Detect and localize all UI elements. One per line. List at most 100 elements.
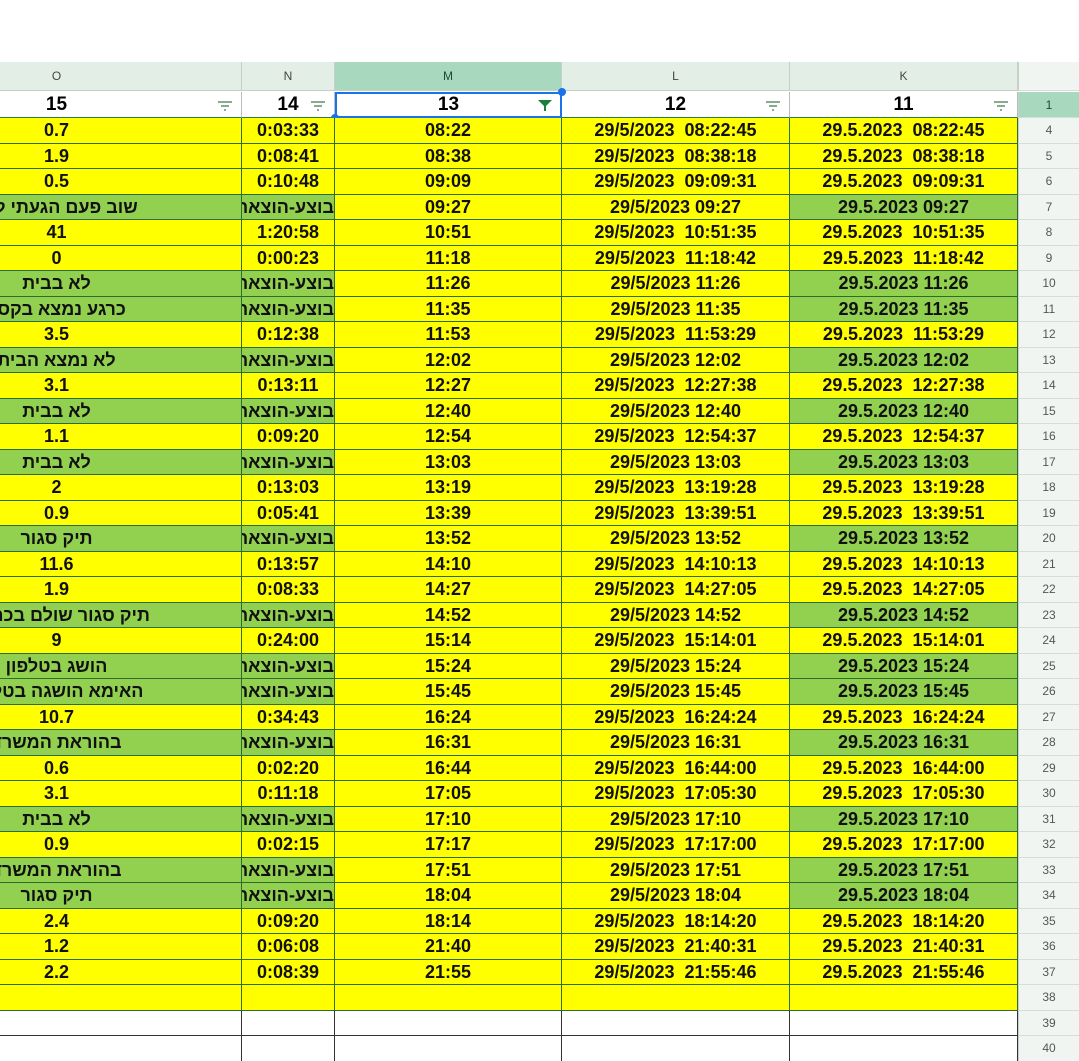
- cell[interactable]: 15:24: [335, 653, 562, 679]
- cell[interactable]: 29.5.2023 15:24: [790, 653, 1018, 679]
- cell[interactable]: בוצע-הוצאה: [242, 296, 335, 322]
- cell[interactable]: 29.5.2023 11:18:42: [790, 245, 1018, 271]
- cell[interactable]: 41: [0, 220, 242, 246]
- row-number[interactable]: 25: [1018, 653, 1079, 679]
- row-number[interactable]: 29: [1018, 755, 1079, 781]
- selection-handle[interactable]: [558, 88, 566, 96]
- cell[interactable]: 29/5/2023 13:03: [562, 449, 790, 475]
- column-header[interactable]: M: [335, 62, 562, 91]
- cell[interactable]: 29.5.2023 17:51: [790, 857, 1018, 883]
- cell[interactable]: 1:20:58: [242, 220, 335, 246]
- cell[interactable]: 15:45: [335, 679, 562, 705]
- cell[interactable]: בוצע-הוצאה: [242, 730, 335, 756]
- filter-icon[interactable]: [992, 98, 1010, 112]
- row-number[interactable]: 32: [1018, 832, 1079, 858]
- column-header[interactable]: K: [790, 62, 1018, 91]
- cell[interactable]: [242, 985, 335, 1011]
- cell[interactable]: 17:10: [335, 806, 562, 832]
- cell[interactable]: 29/5/2023 17:17:00: [562, 832, 790, 858]
- cell[interactable]: 17:05: [335, 781, 562, 807]
- cell[interactable]: 29.5.2023 09:09:31: [790, 169, 1018, 195]
- cell[interactable]: [335, 1010, 562, 1036]
- row-number[interactable]: 5: [1018, 143, 1079, 169]
- cell[interactable]: [0, 1036, 242, 1061]
- cell[interactable]: 11:18: [335, 245, 562, 271]
- cell[interactable]: 29/5/2023 16:31: [562, 730, 790, 756]
- cell[interactable]: [0, 1010, 242, 1036]
- filter-header-cell[interactable]: 13: [335, 92, 562, 118]
- row-number[interactable]: 39: [1018, 1010, 1079, 1036]
- cell[interactable]: [790, 985, 1018, 1011]
- cell[interactable]: 13:19: [335, 475, 562, 501]
- cell[interactable]: [335, 1036, 562, 1061]
- cell[interactable]: בוצע-הוצאה: [242, 653, 335, 679]
- cell[interactable]: 0:09:20: [242, 424, 335, 450]
- cell[interactable]: 0.9: [0, 832, 242, 858]
- cell[interactable]: הושג בטלפון: [0, 653, 242, 679]
- filter-icon[interactable]: [216, 98, 234, 112]
- row-number[interactable]: 28: [1018, 730, 1079, 756]
- cell[interactable]: 0:05:41: [242, 500, 335, 526]
- cell[interactable]: 29.5.2023 18:04: [790, 883, 1018, 909]
- cell[interactable]: 16:31: [335, 730, 562, 756]
- cell[interactable]: 0:03:33: [242, 118, 335, 144]
- row-number[interactable]: 10: [1018, 271, 1079, 297]
- cell[interactable]: 16:24: [335, 704, 562, 730]
- cell[interactable]: 29/5/2023 18:04: [562, 883, 790, 909]
- cell[interactable]: 2: [0, 475, 242, 501]
- cell[interactable]: 29.5.2023 15:45: [790, 679, 1018, 705]
- row-number[interactable]: 20: [1018, 526, 1079, 552]
- cell[interactable]: 0.7: [0, 118, 242, 144]
- cell[interactable]: 0:11:18: [242, 781, 335, 807]
- cell[interactable]: 29.5.2023 14:52: [790, 602, 1018, 628]
- cell[interactable]: 29.5.2023 15:14:01: [790, 628, 1018, 654]
- row-number[interactable]: 19: [1018, 500, 1079, 526]
- cell[interactable]: 0:02:15: [242, 832, 335, 858]
- cell[interactable]: 0.9: [0, 500, 242, 526]
- row-number[interactable]: 36: [1018, 934, 1079, 960]
- row-number[interactable]: 4: [1018, 118, 1079, 144]
- row-number[interactable]: 27: [1018, 704, 1079, 730]
- cell[interactable]: 21:40: [335, 934, 562, 960]
- cell[interactable]: 29.5.2023 13:19:28: [790, 475, 1018, 501]
- cell[interactable]: 09:27: [335, 194, 562, 220]
- cell[interactable]: 0:10:48: [242, 169, 335, 195]
- row-number[interactable]: 13: [1018, 347, 1079, 373]
- cell[interactable]: 29/5/2023 15:14:01: [562, 628, 790, 654]
- row-number[interactable]: 24: [1018, 628, 1079, 654]
- row-number[interactable]: 33: [1018, 857, 1079, 883]
- cell[interactable]: 29.5.2023 21:55:46: [790, 959, 1018, 985]
- cell[interactable]: 12:27: [335, 373, 562, 399]
- cell[interactable]: [242, 1036, 335, 1061]
- row-number[interactable]: 37: [1018, 959, 1079, 985]
- cell[interactable]: 29/5/2023 12:02: [562, 347, 790, 373]
- cell[interactable]: לא בבית: [0, 449, 242, 475]
- cell[interactable]: 13:39: [335, 500, 562, 526]
- cell[interactable]: [0, 985, 242, 1011]
- column-header[interactable]: O: [0, 62, 242, 91]
- row-number[interactable]: 11: [1018, 296, 1079, 322]
- cell[interactable]: 29.5.2023 08:22:45: [790, 118, 1018, 144]
- cell[interactable]: 3.1: [0, 373, 242, 399]
- cell[interactable]: 0:08:41: [242, 143, 335, 169]
- row-number[interactable]: 40: [1018, 1036, 1079, 1061]
- cell[interactable]: 0:09:20: [242, 908, 335, 934]
- row-number[interactable]: 9: [1018, 245, 1079, 271]
- cell[interactable]: לא נמצא הבית: [0, 347, 242, 373]
- cell[interactable]: תיק סגור שולם בכרטיס: [0, 602, 242, 628]
- cell[interactable]: 29.5.2023 18:14:20: [790, 908, 1018, 934]
- cell[interactable]: 29/5/2023 08:22:45: [562, 118, 790, 144]
- cell[interactable]: בוצע-הוצאה: [242, 449, 335, 475]
- cell[interactable]: 12:02: [335, 347, 562, 373]
- cell[interactable]: 29.5.2023 09:27: [790, 194, 1018, 220]
- cell[interactable]: בוצע-הוצאה: [242, 602, 335, 628]
- cell[interactable]: [562, 1010, 790, 1036]
- cell[interactable]: 29/5/2023 21:55:46: [562, 959, 790, 985]
- cell[interactable]: 29.5.2023 12:54:37: [790, 424, 1018, 450]
- row-number[interactable]: 15: [1018, 398, 1079, 424]
- cell[interactable]: [790, 1010, 1018, 1036]
- cell[interactable]: 0:13:57: [242, 551, 335, 577]
- cell[interactable]: 29/5/2023 10:51:35: [562, 220, 790, 246]
- cell[interactable]: בוצע-הוצאה: [242, 806, 335, 832]
- cell[interactable]: 29/5/2023 12:27:38: [562, 373, 790, 399]
